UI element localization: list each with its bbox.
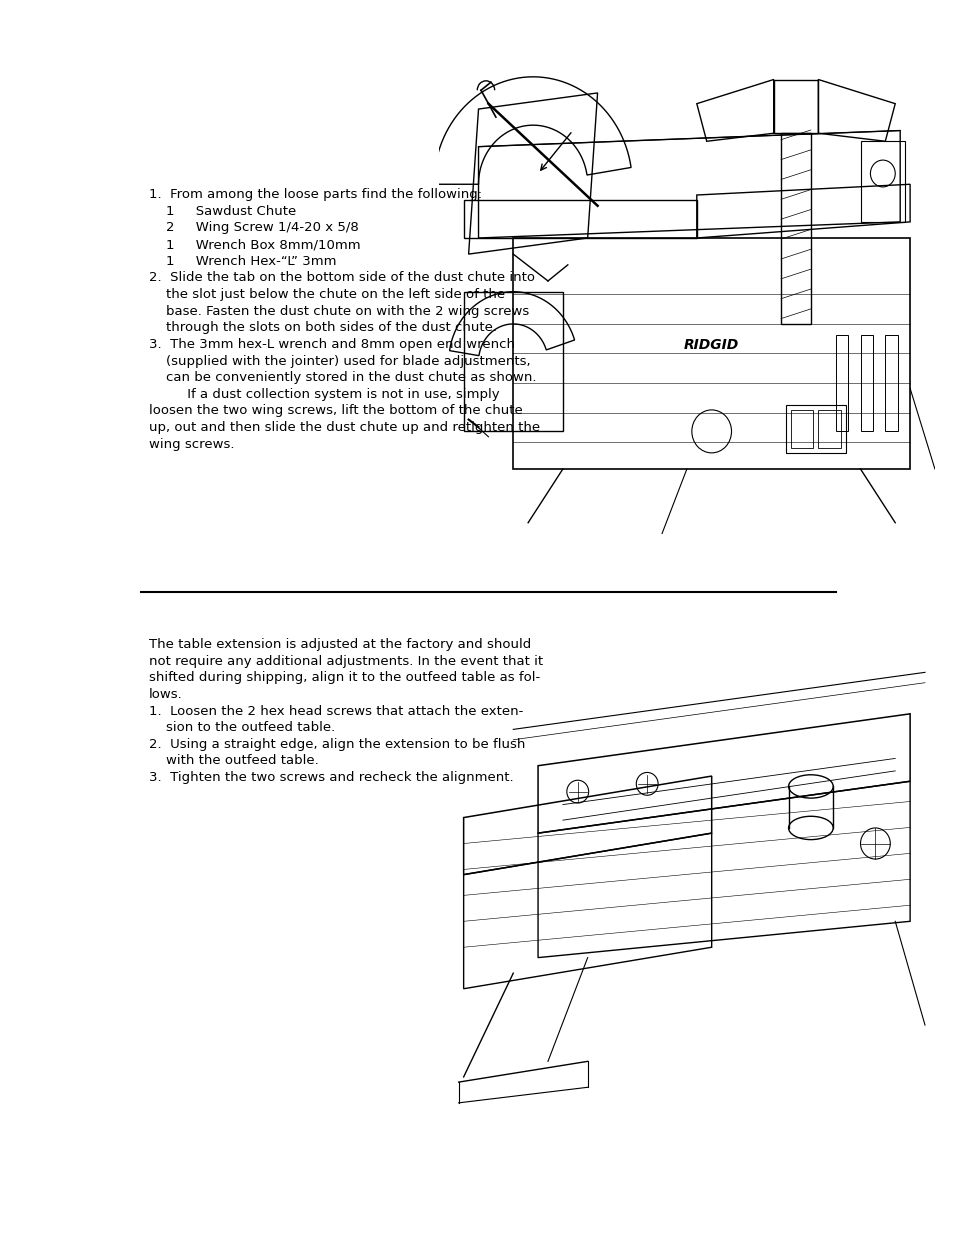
- Text: 2     Wing Screw 1/4-20 x 5/8: 2 Wing Screw 1/4-20 x 5/8: [149, 221, 358, 235]
- Text: base. Fasten the dust chute on with the 2 wing screws: base. Fasten the dust chute on with the …: [149, 305, 529, 317]
- Text: 1.  From among the loose parts find the following:: 1. From among the loose parts find the f…: [149, 188, 481, 201]
- Text: wing screws.: wing screws.: [149, 437, 234, 451]
- Bar: [773, 79, 818, 133]
- Text: 1.  Loosen the 2 hex head screws that attach the exten-: 1. Loosen the 2 hex head screws that att…: [149, 704, 522, 718]
- Text: 1     Sawdust Chute: 1 Sawdust Chute: [149, 205, 295, 217]
- Text: RIDGID: RIDGID: [683, 338, 739, 352]
- Text: The table extension is adjusted at the factory and should: The table extension is adjusted at the f…: [149, 638, 531, 651]
- Bar: [818, 410, 840, 447]
- Bar: [860, 141, 904, 222]
- Text: with the outfeed table.: with the outfeed table.: [149, 755, 318, 767]
- Bar: [790, 410, 813, 447]
- Bar: [860, 335, 872, 431]
- Text: 2.  Using a straight edge, align the extension to be flush: 2. Using a straight edge, align the exte…: [149, 737, 525, 751]
- Text: loosen the two wing screws, lift the bottom of the chute: loosen the two wing screws, lift the bot…: [149, 405, 522, 417]
- Text: not require any additional adjustments. In the event that it: not require any additional adjustments. …: [149, 655, 542, 668]
- Text: If a dust collection system is not in use, simply: If a dust collection system is not in us…: [149, 388, 499, 401]
- Text: (supplied with the jointer) used for blade adjustments,: (supplied with the jointer) used for bla…: [149, 354, 530, 368]
- Text: can be conveniently stored in the dust chute as shown.: can be conveniently stored in the dust c…: [149, 372, 536, 384]
- Text: sion to the outfeed table.: sion to the outfeed table.: [149, 721, 335, 734]
- Text: 1     Wrench Hex-“L” 3mm: 1 Wrench Hex-“L” 3mm: [149, 254, 336, 268]
- Bar: [785, 405, 844, 453]
- Text: through the slots on both sides of the dust chute.: through the slots on both sides of the d…: [149, 321, 497, 335]
- Text: lows.: lows.: [149, 688, 182, 701]
- Text: shifted during shipping, align it to the outfeed table as fol-: shifted during shipping, align it to the…: [149, 672, 539, 684]
- Bar: [835, 335, 847, 431]
- Text: 1     Wrench Box 8mm/10mm: 1 Wrench Box 8mm/10mm: [149, 238, 360, 251]
- Text: 3.  Tighten the two screws and recheck the alignment.: 3. Tighten the two screws and recheck th…: [149, 771, 513, 784]
- Bar: [884, 335, 897, 431]
- Text: up, out and then slide the dust chute up and retighten the: up, out and then slide the dust chute up…: [149, 421, 539, 435]
- Text: 2.  Slide the tab on the bottom side of the dust chute into: 2. Slide the tab on the bottom side of t…: [149, 272, 535, 284]
- Text: the slot just below the chute on the left side of the: the slot just below the chute on the lef…: [149, 288, 504, 301]
- Text: 3.  The 3mm hex-L wrench and 8mm open end wrench: 3. The 3mm hex-L wrench and 8mm open end…: [149, 338, 515, 351]
- Bar: [781, 133, 810, 324]
